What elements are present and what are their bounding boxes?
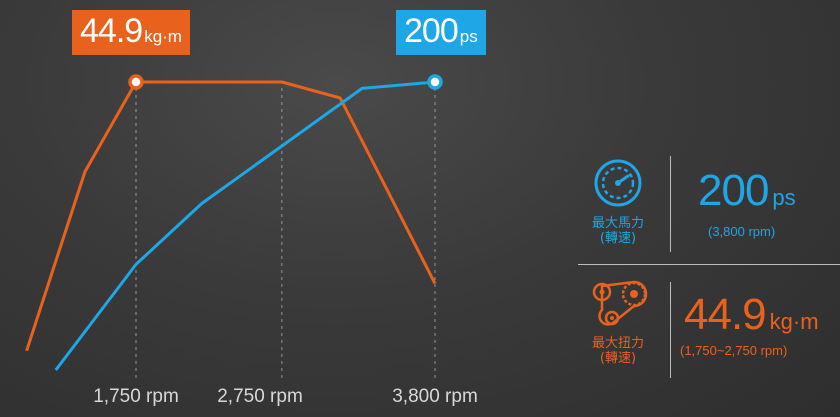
torque-spec-label: 最大扭力 (轉速)	[583, 336, 653, 366]
speedometer-icon	[594, 159, 642, 207]
x-tick-label: 3,800 rpm	[392, 386, 478, 407]
power-peak-marker	[427, 74, 443, 90]
power-spec-label-line1: 最大馬力	[591, 216, 644, 231]
power-spec-label: 最大馬力 (轉速)	[583, 216, 653, 246]
torque-curve	[25, 80, 437, 352]
torque-spec-number: 44.9	[684, 290, 767, 339]
power-spec-unit: ps	[772, 185, 796, 210]
spec-divider	[578, 264, 840, 265]
torque-peak-marker	[128, 74, 144, 90]
torque-spec-label-line2: (轉速)	[599, 351, 637, 366]
power-peak-unit: ps	[459, 27, 478, 46]
x-tick-label: 2,750 rpm	[217, 386, 303, 407]
torque-divider	[670, 282, 671, 378]
torque-spec-label-line1: 最大扭力	[591, 336, 644, 351]
torque-peak-value: 44.9	[80, 12, 143, 50]
torque-spec-unit: kg·m	[769, 309, 819, 334]
torque-peak-unit: kg·m	[144, 27, 182, 46]
power-divider	[670, 156, 671, 252]
power-curve	[54, 80, 436, 371]
power-spec-value: 200 ps	[698, 166, 796, 216]
torque-spec-value: 44.9 kg·m	[684, 290, 819, 340]
x-tick-label: 1,750 rpm	[93, 386, 179, 407]
power-peak-callout: 200 ps	[396, 10, 486, 55]
torque-spec-rpm: (1,750~2,750 rpm)	[680, 343, 788, 358]
power-spec-number: 200	[698, 166, 769, 215]
power-spec-rpm: (3,800 rpm)	[708, 224, 776, 239]
power-spec-label-line2: (轉速)	[599, 231, 637, 246]
power-peak-value: 200	[404, 12, 459, 50]
torque-peak-callout: 44.9 kg·m	[72, 10, 190, 55]
gear-belt-icon	[592, 280, 648, 326]
